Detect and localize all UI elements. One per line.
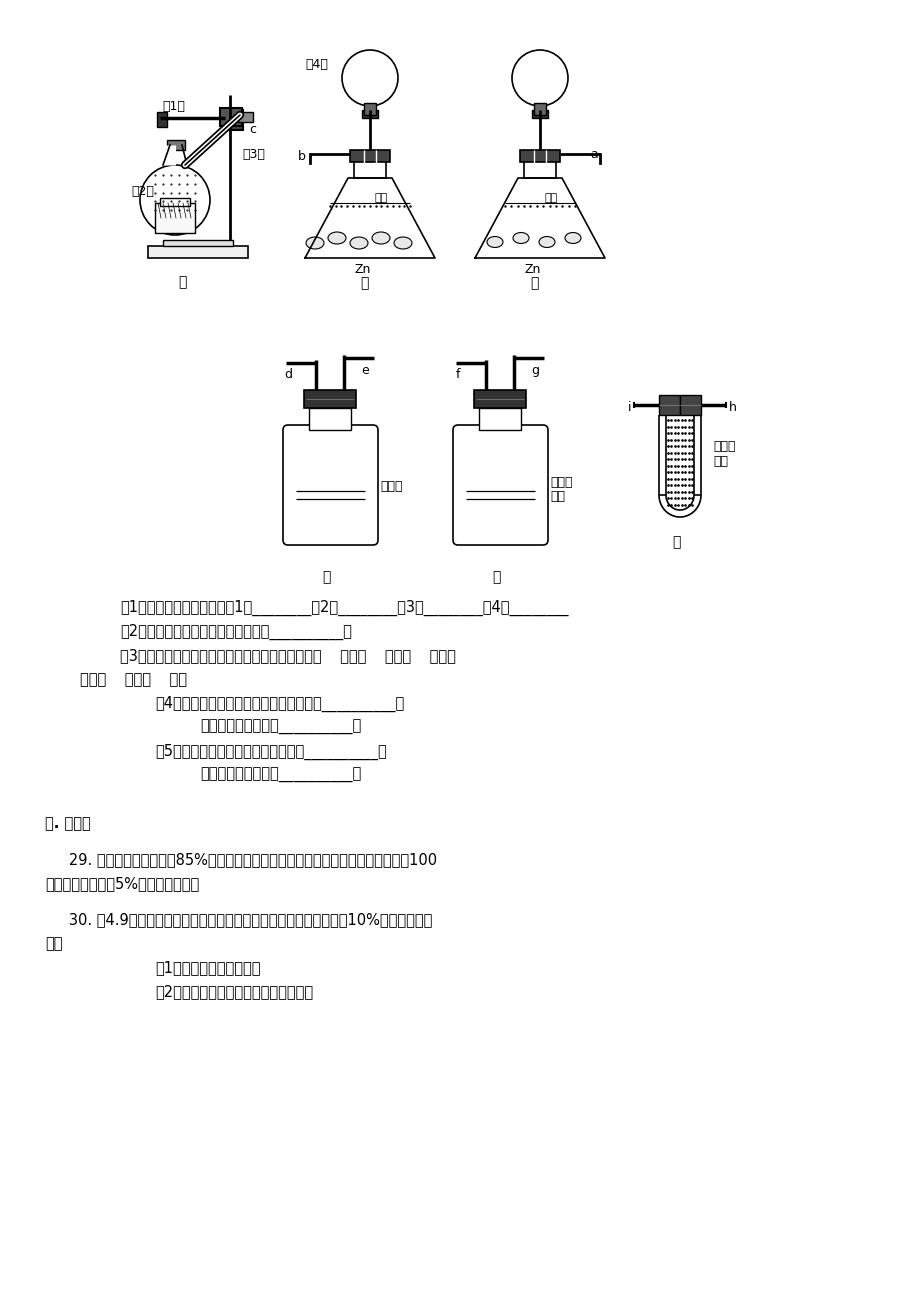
Text: f: f (456, 368, 460, 381)
Text: 五. 计算题: 五. 计算题 (45, 816, 91, 831)
Text: （3）连接选择装置各接口的顺序是（填字母）：（    ）接（    ），（    ）接（: （3）连接选择装置各接口的顺序是（填字母）：（ ）接（ ），（ ）接（ (119, 648, 456, 663)
Text: 盐酸: 盐酸 (375, 193, 388, 203)
Text: （5）证明并除去水蒸气的实验现象是__________。: （5）证明并除去水蒸气的实验现象是__________。 (154, 743, 386, 760)
Bar (238, 112, 253, 122)
Bar (533, 103, 545, 115)
Bar (519, 150, 560, 161)
Bar (160, 198, 190, 206)
Bar (524, 158, 555, 178)
Text: 溶液: 溶液 (550, 491, 564, 504)
Bar (225, 109, 243, 130)
Text: c: c (249, 122, 255, 135)
Bar (220, 108, 242, 126)
Bar (361, 109, 378, 118)
Text: （1）写出标号的仪器名称〈1〉________〈2〉________〈3〉________〈4〉________: （1）写出标号的仪器名称〈1〉________〈2〉________〈3〉___… (119, 600, 568, 616)
Text: 甲: 甲 (177, 275, 187, 289)
Ellipse shape (306, 237, 323, 249)
Bar (154, 203, 195, 233)
Text: a: a (589, 148, 597, 161)
Circle shape (140, 165, 210, 234)
Text: 戊: 戊 (492, 570, 500, 585)
Text: 〈3〉: 〈3〉 (242, 148, 265, 161)
Text: g: g (530, 365, 539, 378)
FancyBboxPatch shape (283, 424, 378, 546)
Text: 30. 使4.9克氢氧化铜恰好完全溶解，用去一定量的溶质质量分数为10%的稀硫酸。试: 30. 使4.9克氢氧化铜恰好完全溶解，用去一定量的溶质质量分数为10%的稀硫酸… (55, 911, 432, 927)
Bar (167, 141, 185, 150)
Ellipse shape (486, 237, 503, 247)
Bar (479, 408, 520, 430)
Text: 依据的化学方程式是__________。: 依据的化学方程式是__________。 (199, 768, 361, 783)
Ellipse shape (513, 233, 528, 243)
Text: 乙: 乙 (359, 276, 368, 290)
Text: 〈4〉: 〈4〉 (305, 59, 327, 72)
FancyBboxPatch shape (452, 424, 548, 546)
Text: 浓硫酸: 浓硫酸 (380, 479, 403, 492)
Ellipse shape (371, 232, 390, 243)
Text: b: b (298, 150, 305, 163)
Text: e: e (360, 365, 369, 378)
Text: 〈2〉: 〈2〉 (130, 185, 153, 198)
Text: 硝酸银: 硝酸银 (550, 477, 572, 490)
Text: 无水硫: 无水硫 (712, 440, 734, 453)
Bar (354, 158, 386, 178)
Text: （2）应选择的发生装置和净化装置是__________。: （2）应选择的发生装置和净化装置是__________。 (119, 624, 351, 641)
Text: 丁: 丁 (322, 570, 330, 585)
Bar (148, 246, 248, 258)
Text: （2）反应后的溶液中溶质的质量分数。: （2）反应后的溶液中溶质的质量分数。 (154, 984, 312, 999)
Bar (309, 408, 351, 430)
Ellipse shape (349, 237, 368, 249)
Bar (658, 395, 679, 415)
Text: （1）用去稀硫酸的质量。: （1）用去稀硫酸的质量。 (154, 960, 260, 975)
Bar (473, 391, 526, 408)
Text: 〈1〉: 〈1〉 (162, 100, 185, 113)
Bar (349, 150, 390, 161)
Text: h: h (728, 401, 736, 414)
Ellipse shape (393, 237, 412, 249)
Text: i: i (627, 401, 630, 414)
Text: 求：: 求： (45, 936, 62, 950)
Text: ），（    ）接（    ）。: ），（ ）接（ ）。 (80, 672, 187, 687)
Ellipse shape (564, 233, 581, 243)
Text: Zn: Zn (525, 263, 540, 276)
Bar (679, 395, 700, 415)
Text: 盐酸: 盐酸 (544, 193, 558, 203)
Text: Zn: Zn (355, 263, 371, 276)
Text: 29. 氧化铁的质量分数为85%的赤铁矿中，铁元素的质量分数是多少？这种铁矿石100: 29. 氧化铁的质量分数为85%的赤铁矿中，铁元素的质量分数是多少？这种铁矿石1… (55, 852, 437, 867)
Text: （4）证明混有并除去氯化氢的实验现象是__________。: （4）证明混有并除去氯化氢的实验现象是__________。 (154, 697, 403, 712)
Text: 己: 己 (671, 535, 680, 549)
Bar (157, 112, 167, 128)
Circle shape (342, 49, 398, 105)
Text: 依据的化学方程式是__________。: 依据的化学方程式是__________。 (199, 720, 361, 736)
Bar (531, 109, 548, 118)
Text: d: d (284, 368, 291, 381)
Bar (303, 391, 356, 408)
Bar (163, 240, 233, 246)
Ellipse shape (539, 237, 554, 247)
Ellipse shape (328, 232, 346, 243)
Text: 丙: 丙 (529, 276, 538, 290)
Bar (364, 103, 376, 115)
Circle shape (512, 49, 567, 105)
Text: 酸铜: 酸铜 (712, 454, 727, 467)
Text: 吨，可炼得含杂质5%的生铁多少吨？: 吨，可炼得含杂质5%的生铁多少吨？ (45, 876, 199, 891)
